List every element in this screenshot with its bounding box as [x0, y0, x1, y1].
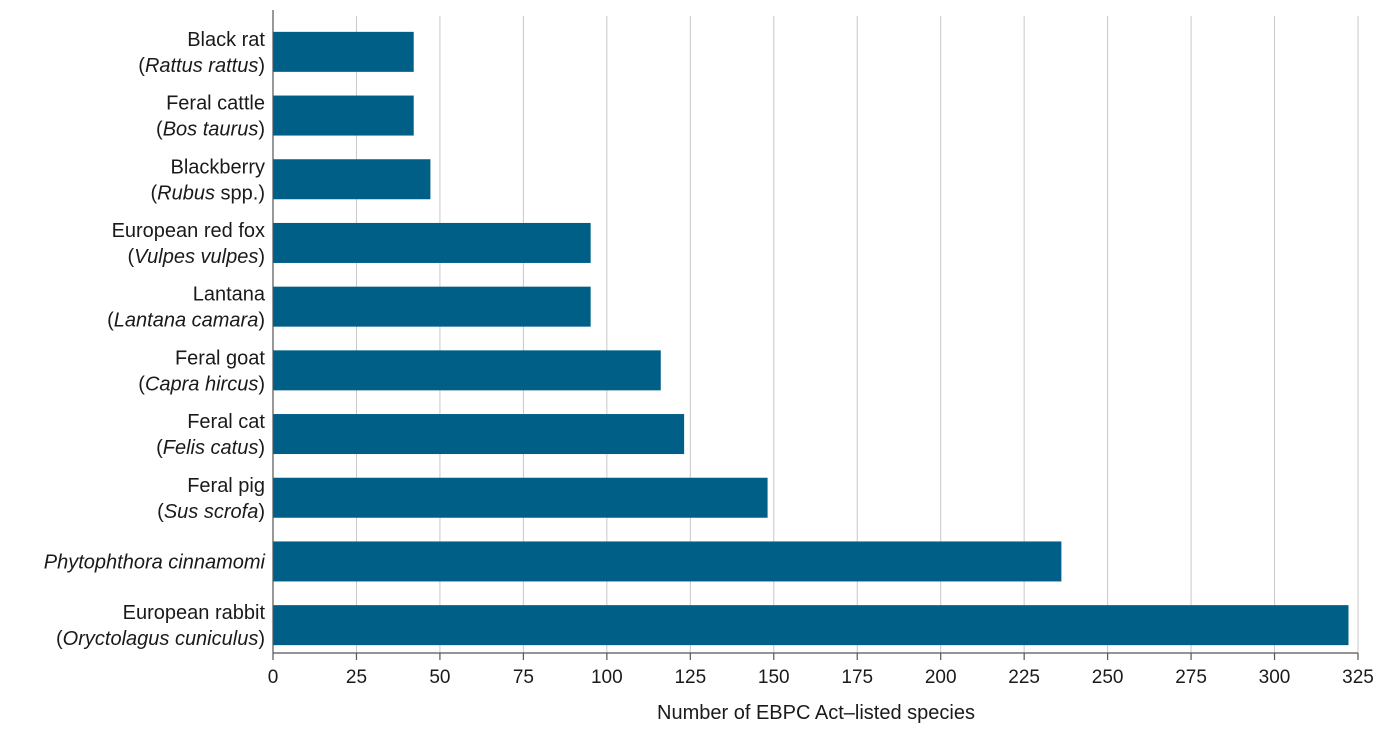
category-common-name: European red fox — [112, 220, 265, 242]
category-scientific-name: (Rattus rattus) — [138, 55, 265, 77]
category-scientific-name: (Rubus spp.) — [150, 182, 265, 204]
category-scientific-name: (Oryctolagus cuniculus) — [56, 628, 265, 650]
bar — [273, 605, 1349, 646]
x-tick-label: 150 — [758, 667, 790, 688]
category-scientific-name: (Lantana camara) — [107, 310, 265, 332]
bars — [273, 31, 1349, 646]
category-label: Phytophthora cinnamomi — [44, 551, 266, 573]
x-tick-label: 275 — [1175, 667, 1207, 688]
category-scientific-name: (Capra hircus) — [138, 373, 265, 395]
x-tick-label: 325 — [1342, 667, 1374, 688]
category-scientific-name: (Felis catus) — [156, 437, 265, 459]
category-common-name: Feral cattle — [166, 93, 265, 115]
x-tick-label: 250 — [1092, 667, 1124, 688]
category-common-name: Lantana — [193, 284, 266, 306]
category-labels: Black rat (Rattus rattus) Feral cattle (Bos… — [44, 29, 266, 650]
bar — [273, 95, 414, 136]
category-common-name: Feral goat — [175, 347, 265, 369]
tick-labels: 0 25 50 75 100 125 150 175 200 225 250 275 300 325 — [268, 667, 1374, 688]
category-scientific-name: (Vulpes vulpes) — [127, 246, 265, 268]
x-tick-label: 175 — [841, 667, 873, 688]
bar — [273, 414, 685, 455]
x-tick-label: 100 — [591, 667, 623, 688]
bar — [273, 222, 591, 263]
category-common-name: European rabbit — [123, 602, 266, 624]
x-tick-label: 0 — [268, 667, 279, 688]
category-common-name: Black rat — [187, 29, 265, 51]
bar — [273, 159, 431, 200]
bar — [273, 350, 661, 391]
x-axis-title: Number of EBPC Act–listed species — [657, 702, 975, 724]
category-common-name: Blackberry — [171, 156, 265, 178]
category-scientific-name: (Bos taurus) — [156, 119, 265, 141]
x-tick-label: 125 — [674, 667, 706, 688]
category-common-name: Feral cat — [187, 411, 265, 433]
x-tick-label: 225 — [1008, 667, 1040, 688]
x-tick-label: 25 — [346, 667, 367, 688]
x-tick-label: 75 — [513, 667, 534, 688]
bar — [273, 477, 768, 518]
axes — [272, 10, 1359, 660]
bar — [273, 541, 1062, 582]
category-common-name: Feral pig — [187, 475, 265, 497]
bar — [273, 31, 414, 72]
bar — [273, 286, 591, 327]
category-scientific-name: (Sus scrofa) — [157, 501, 265, 523]
x-tick-label: 50 — [429, 667, 450, 688]
gridlines — [355, 16, 1359, 653]
x-tick-label: 300 — [1259, 667, 1291, 688]
x-tick-label: 200 — [925, 667, 957, 688]
